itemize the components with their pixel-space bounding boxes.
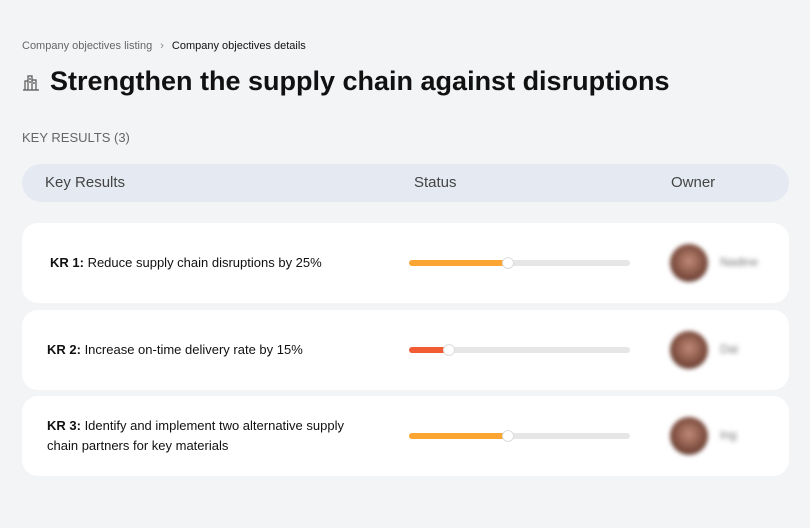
key-result-id: KR 2: bbox=[47, 342, 81, 357]
progress-slider[interactable] bbox=[409, 430, 630, 442]
progress-fill bbox=[409, 433, 509, 439]
key-result-text: KR 2: Increase on-time delivery rate by … bbox=[47, 340, 347, 360]
table-row[interactable]: KR 1: Reduce supply chain disruptions by… bbox=[22, 223, 789, 303]
page-header: Strengthen the supply chain against disr… bbox=[22, 66, 670, 97]
owner-name: Dai bbox=[720, 342, 739, 356]
page-title: Strengthen the supply chain against disr… bbox=[50, 66, 670, 96]
progress-thumb[interactable] bbox=[502, 257, 515, 269]
progress-fill bbox=[409, 347, 449, 353]
owner-avatar bbox=[670, 244, 708, 282]
progress-slider[interactable] bbox=[409, 257, 630, 269]
key-result-text: KR 3: Identify and implement two alterna… bbox=[47, 416, 347, 456]
key-result-id: KR 1: bbox=[50, 255, 84, 270]
buildings-icon bbox=[23, 74, 39, 91]
column-status: Status bbox=[414, 174, 457, 191]
owner-name: Nadine bbox=[720, 255, 759, 269]
key-result-description: Increase on-time delivery rate by 15% bbox=[80, 342, 303, 357]
owner-avatar bbox=[670, 331, 708, 369]
key-result-id: KR 3: bbox=[47, 418, 81, 433]
progress-thumb[interactable] bbox=[502, 430, 515, 442]
progress-thumb[interactable] bbox=[442, 344, 455, 356]
key-result-description: Reduce supply chain disruptions by 25% bbox=[83, 255, 322, 270]
table-header: Key Results Status Owner bbox=[22, 164, 789, 202]
column-key-results: Key Results bbox=[45, 174, 126, 191]
key-result-text: KR 1: Reduce supply chain disruptions by… bbox=[50, 253, 330, 273]
breadcrumb: Company objectives listing › Company obj… bbox=[22, 40, 306, 52]
breadcrumb-separator: › bbox=[160, 40, 164, 52]
breadcrumb-parent-link[interactable]: Company objectives listing bbox=[22, 40, 153, 52]
progress-slider[interactable] bbox=[409, 344, 630, 356]
column-owner: Owner bbox=[671, 174, 716, 191]
owner-avatar bbox=[670, 417, 708, 455]
table-row[interactable]: KR 2: Increase on-time delivery rate by … bbox=[22, 310, 789, 390]
key-result-description: Identify and implement two alternative s… bbox=[47, 418, 344, 453]
key-results-count: KEY RESULTS (3) bbox=[22, 130, 130, 145]
breadcrumb-current: Company objectives details bbox=[171, 40, 306, 52]
table-row[interactable]: KR 3: Identify and implement two alterna… bbox=[22, 396, 789, 476]
owner-name: Ing bbox=[720, 428, 737, 442]
progress-fill bbox=[409, 260, 509, 266]
